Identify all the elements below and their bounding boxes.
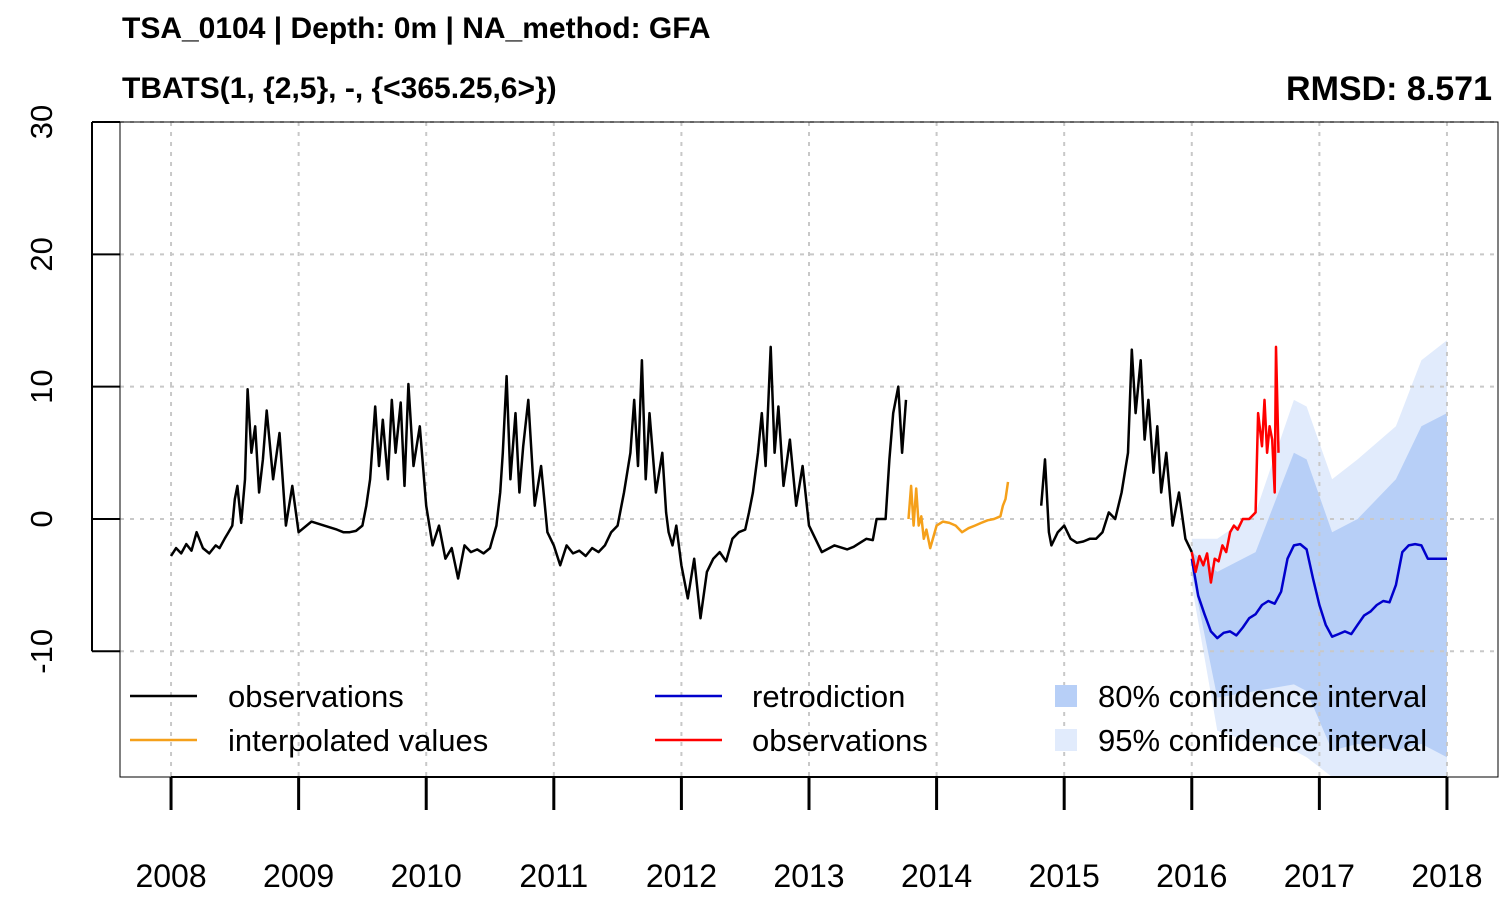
x-tick-label: 2014 — [901, 858, 972, 894]
test_observations-line — [1190, 345, 1280, 584]
x-tick-label: 2016 — [1156, 858, 1227, 894]
legend-swatch-box — [1055, 685, 1077, 707]
chart-subtitle: TBATS(1, {2,5}, -, {<365.25,6>}) — [122, 72, 557, 105]
y-tick-label: -10 — [24, 629, 59, 674]
retrodiction-line — [1190, 542, 1447, 640]
x-tick-label: 2013 — [773, 858, 844, 894]
interpolated-line — [907, 481, 1010, 550]
x-tick-label: 2015 — [1029, 858, 1100, 894]
chart-title: TSA_0104 | Depth: 0m | NA_method: GFA — [122, 12, 711, 45]
legend-label: 80% confidence interval — [1098, 679, 1427, 714]
legend-label: observations — [752, 723, 928, 758]
x-tick-label: 2018 — [1411, 858, 1482, 894]
observations-line — [169, 345, 908, 620]
x-tick-label: 2008 — [135, 858, 206, 894]
series-lines — [169, 345, 1447, 640]
y-tick-label: 10 — [24, 369, 59, 403]
rmsd-label: RMSD: 8.571 — [1286, 70, 1492, 108]
legend-label: retrodiction — [752, 679, 905, 714]
legend: observations interpolated values retrodict… — [130, 679, 1427, 758]
x-tick-label: 2012 — [646, 858, 717, 894]
x-tick-label: 2017 — [1284, 858, 1355, 894]
observations-line — [1039, 348, 1193, 553]
legend-label: interpolated values — [228, 723, 488, 758]
y-tick-label: 20 — [24, 237, 59, 271]
x-tick-label: 2011 — [519, 858, 588, 894]
legend-label: 95% confidence interval — [1098, 723, 1427, 758]
x-tick-label: 2010 — [391, 858, 462, 894]
x-tick-label: 2009 — [263, 858, 334, 894]
y-tick-label: 30 — [24, 105, 59, 139]
legend-swatch-box — [1055, 729, 1077, 751]
axes: -10 0 10 20 30 2008 2009 2010 2011 2012 2013 2014 20… — [24, 105, 1483, 894]
legend-label: observations — [228, 679, 404, 714]
y-tick-label: 0 — [24, 510, 59, 527]
